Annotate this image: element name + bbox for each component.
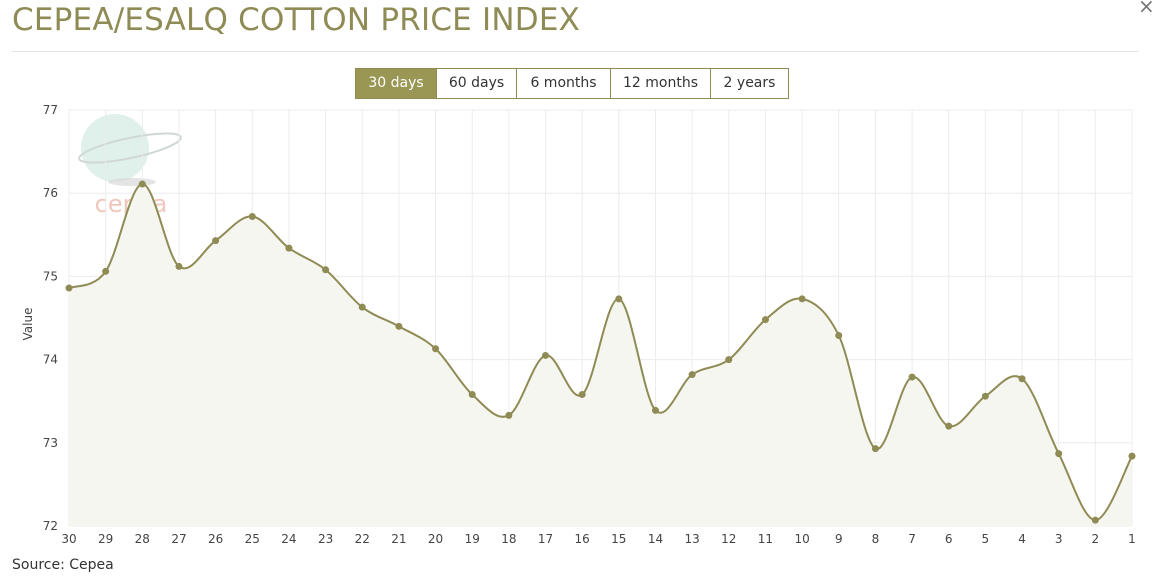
data-point[interactable] [468, 391, 476, 399]
data-point[interactable] [871, 445, 879, 453]
data-point[interactable] [1018, 375, 1026, 383]
data-point[interactable] [615, 295, 623, 303]
x-tick-label: 19 [465, 532, 480, 546]
x-tick-label: 10 [794, 532, 809, 546]
globe-icon [81, 114, 149, 182]
x-tick-label: 23 [318, 532, 333, 546]
x-axis-ticks: 30 29 28 27 26 25 24 23 22 21 20 19 18 17 16 15 14 13 12 11… [61, 532, 1135, 546]
range-12-months-button[interactable]: 12 months [611, 68, 711, 99]
x-tick-label: 14 [648, 532, 663, 546]
y-tick-label: 73 [43, 436, 58, 450]
range-60-days-button[interactable]: 60 days [437, 68, 517, 99]
x-tick-label: 16 [575, 532, 590, 546]
x-tick-label: 24 [281, 532, 296, 546]
data-point[interactable] [1091, 516, 1099, 524]
x-tick-label: 27 [171, 532, 186, 546]
data-point[interactable] [248, 212, 256, 220]
data-point[interactable] [688, 371, 696, 379]
data-point[interactable] [322, 266, 330, 274]
data-point[interactable] [138, 180, 146, 188]
x-tick-label: 9 [835, 532, 843, 546]
page-title: CEPEA/ESALQ COTTON PRICE INDEX [12, 2, 581, 38]
data-point[interactable] [1128, 452, 1136, 460]
x-tick-label: 4 [1018, 532, 1026, 546]
x-tick-label: 1 [1128, 532, 1136, 546]
y-tick-label: 77 [43, 103, 58, 117]
x-tick-label: 26 [208, 532, 223, 546]
x-tick-label: 29 [98, 532, 113, 546]
x-tick-label: 3 [1055, 532, 1063, 546]
x-tick-label: 30 [61, 532, 76, 546]
title-divider [12, 51, 1138, 52]
close-icon[interactable]: × [1138, 0, 1153, 18]
range-6-months-button[interactable]: 6 months [517, 68, 611, 99]
x-tick-label: 25 [245, 532, 260, 546]
x-tick-label: 11 [758, 532, 773, 546]
y-axis-label: Value [21, 308, 35, 341]
x-tick-label: 12 [721, 532, 736, 546]
x-tick-label: 28 [135, 532, 150, 546]
y-tick-label: 74 [43, 353, 58, 367]
range-2-years-button[interactable]: 2 years [711, 68, 789, 99]
orbit-ring [78, 132, 182, 164]
series-points [65, 180, 1136, 524]
x-tick-label: 15 [611, 532, 626, 546]
x-tick-label: 22 [355, 532, 370, 546]
data-point[interactable] [835, 331, 843, 339]
data-point[interactable] [945, 422, 953, 430]
y-axis-ticks: 72 73 74 75 76 77 [43, 103, 58, 533]
data-point[interactable] [358, 303, 366, 311]
x-tick-label: 6 [945, 532, 953, 546]
data-point[interactable] [395, 322, 403, 330]
data-point[interactable] [542, 351, 550, 359]
x-tick-label: 20 [428, 532, 443, 546]
series-area [69, 184, 1132, 526]
y-tick-label: 76 [43, 186, 58, 200]
x-tick-label: 2 [1092, 532, 1100, 546]
range-30-days-button[interactable]: 30 days [355, 68, 437, 99]
data-point[interactable] [725, 356, 733, 364]
data-point[interactable] [65, 284, 73, 292]
data-point[interactable] [432, 345, 440, 353]
x-tick-label: 13 [684, 532, 699, 546]
x-tick-label: 8 [872, 532, 880, 546]
data-point[interactable] [908, 373, 916, 381]
x-tick-label: 5 [982, 532, 990, 546]
data-point[interactable] [212, 237, 220, 245]
range-selector: 30 days 60 days 6 months 12 months 2 yea… [355, 68, 789, 99]
data-point[interactable] [798, 295, 806, 303]
x-tick-label: 17 [538, 532, 553, 546]
data-point[interactable] [285, 244, 293, 252]
source-note: Source: Cepea [12, 557, 114, 573]
data-point[interactable] [1055, 450, 1063, 458]
x-tick-label: 18 [501, 532, 516, 546]
data-point[interactable] [578, 391, 586, 399]
y-tick-label: 75 [43, 269, 58, 283]
data-point[interactable] [651, 406, 659, 414]
data-point[interactable] [175, 262, 183, 270]
x-tick-label: 21 [391, 532, 406, 546]
y-tick-label: 72 [43, 519, 58, 533]
logo-shadow [108, 178, 156, 186]
data-point[interactable] [761, 316, 769, 324]
data-point[interactable] [102, 267, 110, 275]
x-tick-label: 7 [908, 532, 916, 546]
data-point[interactable] [505, 411, 513, 419]
data-point[interactable] [981, 392, 989, 400]
